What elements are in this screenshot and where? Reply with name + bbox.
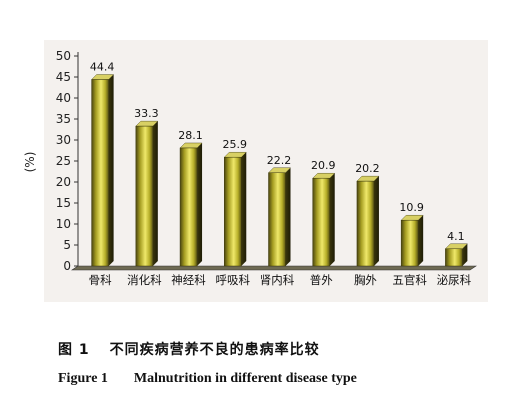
caption-english: Figure 1 Malnutrition in different diseas… <box>58 371 357 387</box>
chart-floor <box>71 265 477 271</box>
bar-side <box>373 176 379 266</box>
caption-chinese: 图 1 不同疾病营养不良的患病率比较 <box>58 339 320 359</box>
bar-value-label: 28.1 <box>178 129 203 142</box>
x-tick-label: 普外 <box>310 273 333 287</box>
y-tick-label: 5 <box>63 238 71 252</box>
bar <box>445 248 463 267</box>
y-axis-label: (%) <box>23 152 37 173</box>
x-tick-label: 骨科 <box>89 273 112 287</box>
bar <box>135 125 154 267</box>
bar-side <box>108 74 114 267</box>
y-tick-label: 10 <box>56 217 71 231</box>
bar <box>312 177 330 267</box>
bar <box>356 180 375 267</box>
bar-side <box>462 243 468 266</box>
bar-value-label: 33.3 <box>134 107 159 120</box>
bar-chart: 0 5 10 15 20 25 30 35 40 45 50 44.4 骨科 33.3 消化科 28.1 神经… <box>23 49 477 287</box>
x-tick-label: 肾内科 <box>260 273 295 287</box>
bar-value-label: 22.2 <box>267 154 292 167</box>
caption-en-number: Figure 1 <box>58 371 108 386</box>
y-tick-label: 45 <box>56 70 71 84</box>
y-tick-label: 0 <box>63 259 71 273</box>
y-tick-label: 15 <box>56 196 71 210</box>
x-tick-label: 泌尿科 <box>437 273 472 287</box>
y-tick-label: 25 <box>56 154 71 168</box>
bar <box>179 147 198 267</box>
x-tick-label: 胸外 <box>354 273 377 287</box>
bar-value-label: 20.9 <box>311 159 336 172</box>
y-tick-label: 50 <box>56 49 71 63</box>
bar-side <box>285 167 291 266</box>
bar-value-label: 25.9 <box>223 138 248 151</box>
bar <box>268 172 286 267</box>
x-tick-label: 呼吸科 <box>216 273 251 287</box>
bar-side <box>197 142 203 266</box>
bar-side <box>241 152 247 266</box>
y-tick-label: 20 <box>56 175 71 189</box>
bar <box>91 79 109 267</box>
bar-value-label: 44.4 <box>90 61 115 74</box>
caption-cn-text: 不同疾病营养不良的患病率比较 <box>109 342 320 358</box>
bar-side <box>152 121 158 266</box>
bar-value-label: 10.9 <box>399 201 424 214</box>
bar-side <box>329 173 335 266</box>
x-tick-label: 神经科 <box>171 273 206 287</box>
bar <box>400 219 419 267</box>
y-tick-label: 35 <box>56 112 71 126</box>
y-tick-label: 30 <box>56 133 71 147</box>
x-tick-label: 消化科 <box>127 273 162 287</box>
x-tick-label: 五官科 <box>392 273 427 287</box>
y-tick-label: 40 <box>56 91 71 105</box>
bar-side <box>418 215 424 266</box>
caption-en-text: Malnutrition in different disease type <box>133 371 357 386</box>
bar <box>224 156 242 267</box>
bar-value-label: 4.1 <box>447 230 465 243</box>
caption-cn-number: 图 1 <box>58 342 90 358</box>
bar-value-label: 20.2 <box>355 162 380 175</box>
